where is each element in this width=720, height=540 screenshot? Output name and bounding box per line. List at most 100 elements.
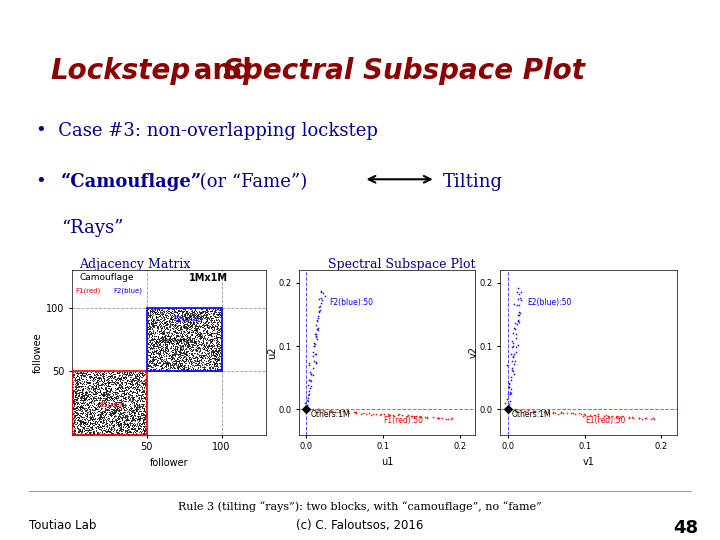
Point [161, 321, 172, 329]
Point [73, 427, 84, 435]
Point [180, 356, 192, 365]
Point [171, 322, 182, 331]
Point [94, 402, 105, 411]
Point [208, 351, 220, 360]
Point [197, 332, 208, 341]
Point [169, 349, 181, 357]
Point [73, 387, 84, 396]
Point [66, 372, 78, 380]
Point [70, 376, 81, 385]
Point [150, 332, 162, 340]
Point [168, 349, 180, 357]
Point [96, 370, 108, 379]
Point [131, 382, 143, 391]
Point [205, 323, 217, 332]
Point [202, 353, 214, 361]
Point [103, 383, 114, 392]
Point [116, 420, 127, 428]
Point [94, 390, 106, 399]
Point [112, 419, 124, 428]
Point [174, 322, 186, 331]
Point [155, 360, 166, 369]
Point [148, 341, 159, 350]
Point [103, 391, 114, 400]
Point [110, 401, 122, 410]
Point [76, 407, 87, 415]
Point [151, 353, 163, 361]
Point [108, 396, 120, 405]
Point [89, 381, 100, 389]
Point [198, 328, 210, 337]
Point [94, 395, 106, 404]
Point [120, 390, 131, 399]
Point [92, 420, 104, 429]
Point [68, 420, 80, 429]
Point [163, 336, 175, 345]
Point [148, 317, 159, 326]
Point [129, 372, 140, 380]
Point [76, 422, 87, 431]
Point [140, 368, 151, 376]
Point [95, 380, 107, 389]
Point [125, 427, 137, 436]
Point [83, 377, 94, 386]
Point [213, 315, 225, 324]
Point [174, 355, 185, 364]
Point [110, 393, 122, 401]
Point [172, 346, 184, 355]
Point [181, 319, 193, 327]
Point [125, 393, 137, 401]
Point [76, 409, 87, 417]
Point [90, 383, 102, 391]
Point [156, 316, 168, 325]
Point [102, 414, 114, 422]
Point [97, 372, 109, 381]
Point [78, 418, 90, 427]
Point [94, 394, 105, 403]
Point [210, 358, 222, 367]
Point [145, 307, 157, 315]
Point [135, 379, 147, 388]
Point [178, 333, 189, 342]
Point [88, 371, 99, 380]
Point [127, 373, 138, 382]
Point [74, 393, 86, 401]
Point [67, 415, 78, 424]
Point [202, 344, 214, 353]
Point [110, 417, 122, 426]
Point [171, 357, 182, 366]
Point [99, 394, 110, 402]
Point [116, 409, 127, 418]
Point [83, 378, 94, 387]
Point [68, 370, 80, 379]
Point [150, 341, 161, 350]
Point [189, 349, 200, 357]
Point [196, 338, 207, 347]
Point [510, 325, 521, 333]
Point [110, 426, 122, 434]
Point [86, 414, 98, 423]
Point [126, 409, 138, 417]
Point [146, 322, 158, 330]
Point [194, 345, 206, 353]
Point [109, 403, 121, 412]
Point [164, 333, 176, 342]
Point [68, 382, 79, 391]
Point [128, 425, 140, 434]
Point [307, 405, 319, 414]
Point [195, 350, 207, 359]
Point [106, 394, 117, 402]
Point [510, 334, 522, 342]
Point [212, 336, 223, 345]
Point [83, 397, 94, 406]
Point [138, 410, 150, 419]
Point [178, 307, 189, 316]
Point [93, 373, 104, 381]
Point [122, 429, 134, 438]
Point [90, 381, 102, 390]
Point [183, 312, 194, 320]
Point [136, 379, 148, 387]
Point [74, 379, 86, 387]
Point [78, 397, 90, 406]
Point [139, 394, 150, 403]
